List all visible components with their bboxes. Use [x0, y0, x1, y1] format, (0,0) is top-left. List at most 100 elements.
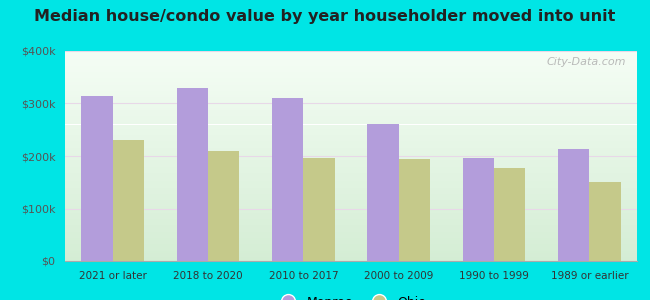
Bar [65, 139, 637, 141]
Bar [65, 51, 637, 53]
Bar [65, 57, 637, 59]
Bar [65, 200, 637, 202]
Bar [65, 206, 637, 208]
Bar [65, 127, 637, 129]
Bar [65, 236, 637, 238]
Bar [65, 64, 637, 66]
Bar [65, 259, 637, 261]
Bar [65, 164, 637, 166]
Bar [65, 114, 637, 116]
Bar [65, 76, 637, 78]
Bar [65, 150, 637, 152]
Bar [65, 221, 637, 223]
Bar [65, 89, 637, 91]
Bar [65, 97, 637, 99]
Bar [304, 158, 335, 261]
Bar [590, 182, 621, 261]
Bar [65, 74, 637, 76]
Bar [65, 122, 637, 124]
Bar [65, 110, 637, 112]
Bar [65, 141, 637, 143]
Bar [65, 244, 637, 246]
Bar [65, 177, 637, 179]
Bar [65, 66, 637, 68]
Bar [65, 61, 637, 64]
Bar [65, 148, 637, 150]
Bar [65, 253, 637, 255]
Bar [65, 112, 637, 114]
Bar [494, 167, 525, 261]
Bar [65, 257, 637, 259]
Bar [65, 158, 637, 160]
Bar [65, 234, 637, 236]
Bar [65, 99, 637, 101]
Bar [65, 87, 637, 89]
Bar [65, 255, 637, 257]
Bar [65, 162, 637, 164]
Bar [65, 240, 637, 242]
Bar [65, 133, 637, 135]
Bar [65, 208, 637, 211]
Text: Median house/condo value by year householder moved into unit: Median house/condo value by year househo… [34, 9, 616, 24]
Bar [65, 219, 637, 221]
Bar [65, 103, 637, 106]
Bar [65, 55, 637, 57]
Bar [81, 96, 112, 261]
Bar [65, 192, 637, 194]
Bar [65, 82, 637, 85]
Bar [65, 238, 637, 240]
Bar [65, 108, 637, 110]
Bar [65, 91, 637, 93]
Bar [65, 248, 637, 250]
Bar [65, 152, 637, 154]
Bar [65, 175, 637, 177]
Bar [65, 215, 637, 217]
Bar [65, 129, 637, 131]
Bar [65, 198, 637, 200]
Bar [65, 223, 637, 225]
Bar [65, 59, 637, 62]
Bar [65, 169, 637, 171]
Bar [65, 120, 637, 122]
Bar [65, 188, 637, 190]
Bar [65, 217, 637, 219]
Bar [65, 204, 637, 206]
Bar [65, 70, 637, 72]
Legend: Monroe, Ohio: Monroe, Ohio [271, 290, 431, 300]
Bar [65, 185, 637, 188]
Bar [65, 68, 637, 70]
Bar [65, 72, 637, 74]
Bar [65, 173, 637, 175]
Bar [398, 159, 430, 261]
Bar [65, 78, 637, 80]
Bar [65, 53, 637, 55]
Bar [65, 246, 637, 248]
Bar [65, 106, 637, 108]
Bar [65, 118, 637, 120]
Bar [65, 137, 637, 139]
Bar [558, 149, 590, 261]
Bar [65, 154, 637, 156]
Bar [65, 160, 637, 162]
Bar [112, 140, 144, 261]
Bar [65, 190, 637, 192]
Bar [65, 95, 637, 97]
Bar [65, 85, 637, 87]
Bar [463, 158, 494, 261]
Bar [65, 80, 637, 83]
Bar [65, 116, 637, 118]
Bar [65, 124, 637, 127]
Bar [65, 194, 637, 196]
Bar [65, 143, 637, 146]
Bar [272, 98, 304, 261]
Bar [65, 179, 637, 181]
Bar [65, 230, 637, 232]
Bar [65, 131, 637, 133]
Bar [65, 181, 637, 183]
Bar [65, 213, 637, 215]
Bar [65, 225, 637, 227]
Bar [65, 242, 637, 244]
Bar [65, 183, 637, 185]
Bar [65, 171, 637, 173]
Bar [65, 211, 637, 213]
